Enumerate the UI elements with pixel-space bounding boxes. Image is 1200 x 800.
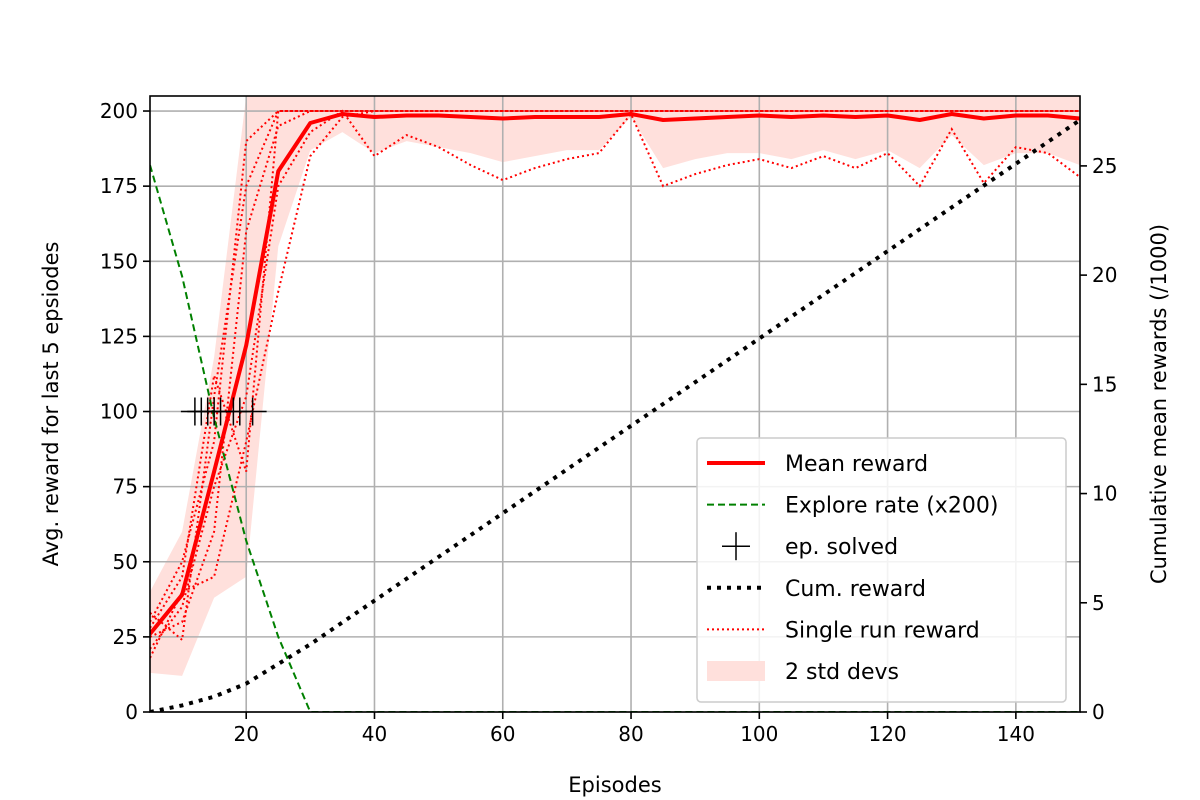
legend-entry-solved: ep. solved — [722, 532, 898, 561]
legend: Mean reward Explore rate (x200) ep. solved… — [696, 437, 1067, 703]
legend-label-solved: ep. solved — [785, 535, 898, 560]
y-tick-label: 125 — [100, 324, 138, 348]
legend-label-single: Single run reward — [785, 618, 980, 643]
axes-layer: 20 40 60 80 100 120 140 0 25 50 75 100 125 150 175 200 0… — [100, 95, 1117, 746]
legend-entry-mean: Mean reward — [707, 452, 928, 477]
y-tick-label: 50 — [113, 550, 138, 574]
single-run-line — [150, 109, 1080, 650]
y-axis-label: Avg. reward for last 5 epsiodes — [39, 242, 63, 567]
legend-label-explore: Explore rate (x200) — [785, 494, 998, 519]
y2-tick-label: 20 — [1092, 263, 1117, 287]
y2-tick-label: 15 — [1092, 372, 1117, 396]
single-run-line — [150, 110, 1080, 623]
x-tick-label: 100 — [740, 722, 778, 746]
series-layer — [150, 109, 1080, 712]
y2-tick-label: 5 — [1092, 591, 1105, 615]
legend-box — [696, 437, 1067, 703]
legend-entry-single: Single run reward — [707, 618, 980, 643]
legend-label-band: 2 std devs — [785, 660, 899, 685]
y-tick-label: 75 — [113, 475, 138, 499]
x-tick-label: 60 — [490, 722, 515, 746]
y2-axis-label: Cumulative mean rewards (/1000) — [1147, 224, 1171, 584]
cum-reward-line — [150, 118, 1080, 712]
y2-tick-label: 0 — [1092, 700, 1105, 724]
std-dev-band — [150, 96, 1080, 676]
y2-tick-label: 25 — [1092, 154, 1117, 178]
x-tick-label: 80 — [618, 722, 643, 746]
x-tick-label: 20 — [233, 722, 258, 746]
legend-swatch-band — [707, 661, 765, 681]
legend-entry-explore: Explore rate (x200) — [707, 494, 998, 519]
mean-reward-line — [150, 112, 1080, 636]
explore-rate-line — [150, 164, 1080, 712]
y-tick-label: 200 — [100, 99, 138, 123]
y2-tick-label: 10 — [1092, 482, 1117, 506]
legend-label-mean: Mean reward — [785, 452, 928, 477]
legend-label-cum: Cum. reward — [785, 577, 926, 602]
x-axis-label: Episodes — [568, 773, 661, 797]
solved-marker — [238, 397, 267, 426]
y-tick-label: 150 — [100, 249, 138, 273]
x-tick-label: 120 — [868, 722, 906, 746]
x-tick-label: 40 — [362, 722, 387, 746]
std-band-layer — [150, 96, 1080, 676]
legend-entry-cum: Cum. reward — [707, 577, 926, 602]
x-tick-label: 140 — [997, 722, 1035, 746]
y-tick-label: 175 — [100, 174, 138, 198]
legend-entry-band: 2 std devs — [707, 660, 899, 685]
y-tick-label: 0 — [125, 700, 138, 724]
plot-frame — [149, 95, 1081, 713]
y-tick-label: 100 — [100, 400, 138, 424]
y-tick-label: 25 — [113, 625, 138, 649]
